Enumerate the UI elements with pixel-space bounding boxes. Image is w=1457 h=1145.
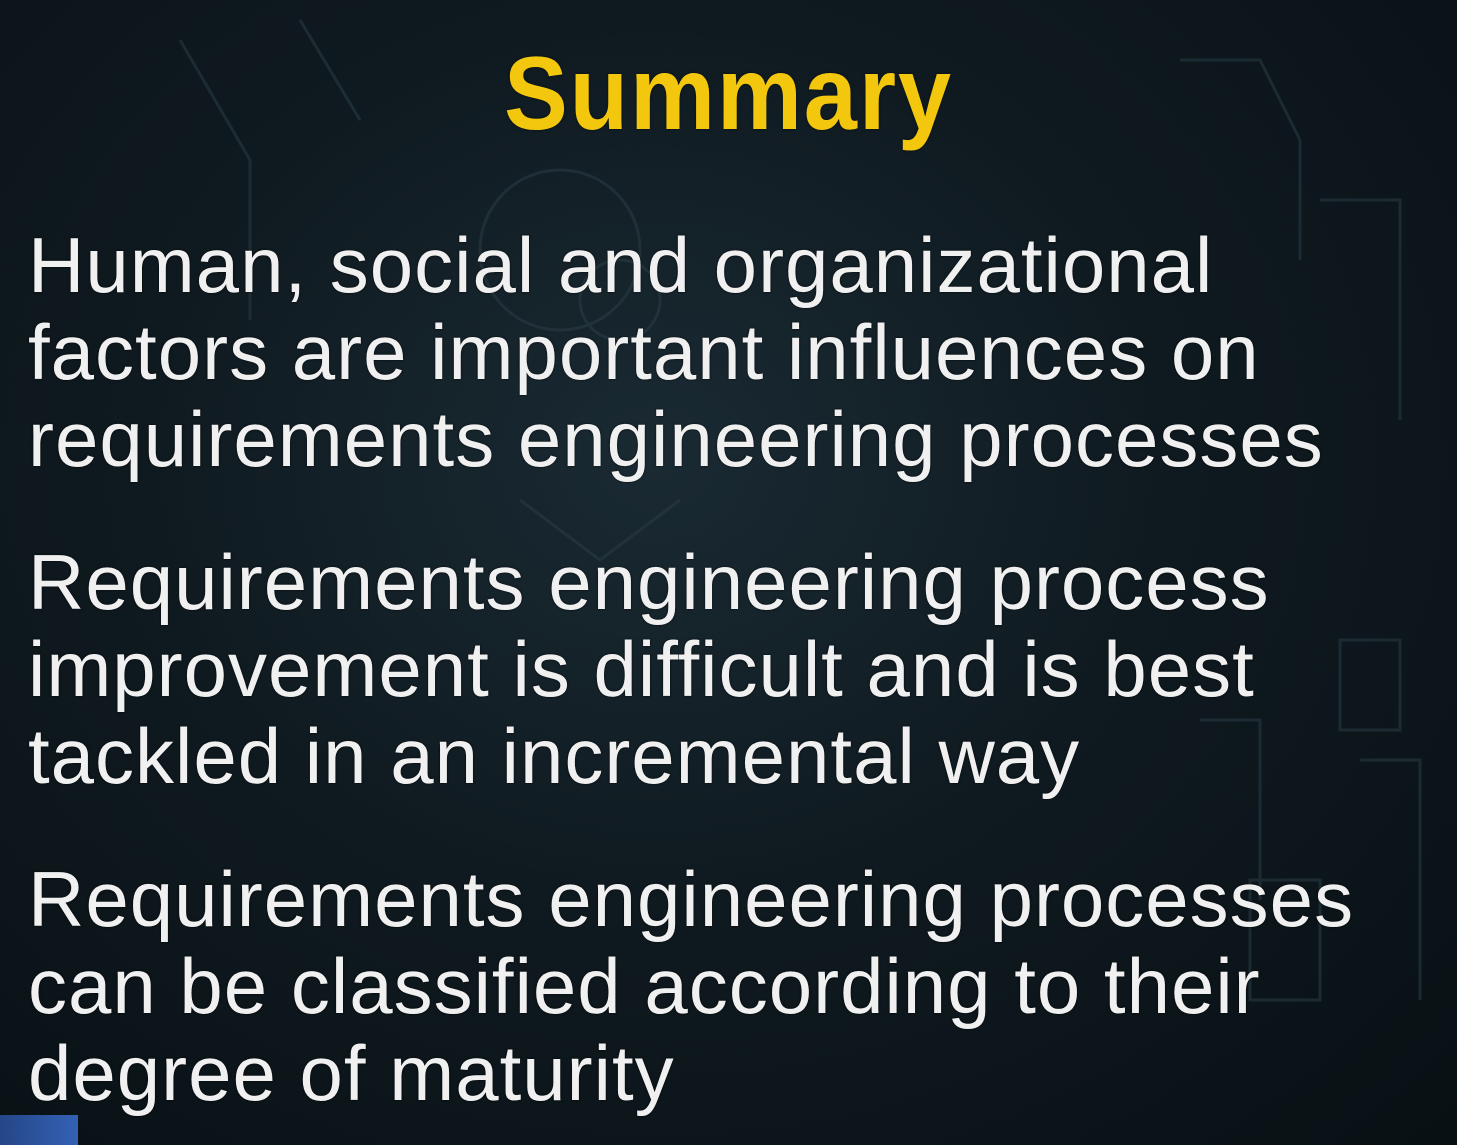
bullet-item: Human, social and organizational factors… bbox=[28, 221, 1324, 483]
bullet-item: Requirements engineering processes can b… bbox=[28, 855, 1355, 1117]
slide-title: Summary bbox=[504, 36, 953, 152]
bullet-list: Human, social and organizational factors… bbox=[28, 222, 1448, 1145]
corner-logo-icon bbox=[0, 1115, 78, 1145]
bullet-item: Requirements engineering process improve… bbox=[28, 538, 1270, 800]
